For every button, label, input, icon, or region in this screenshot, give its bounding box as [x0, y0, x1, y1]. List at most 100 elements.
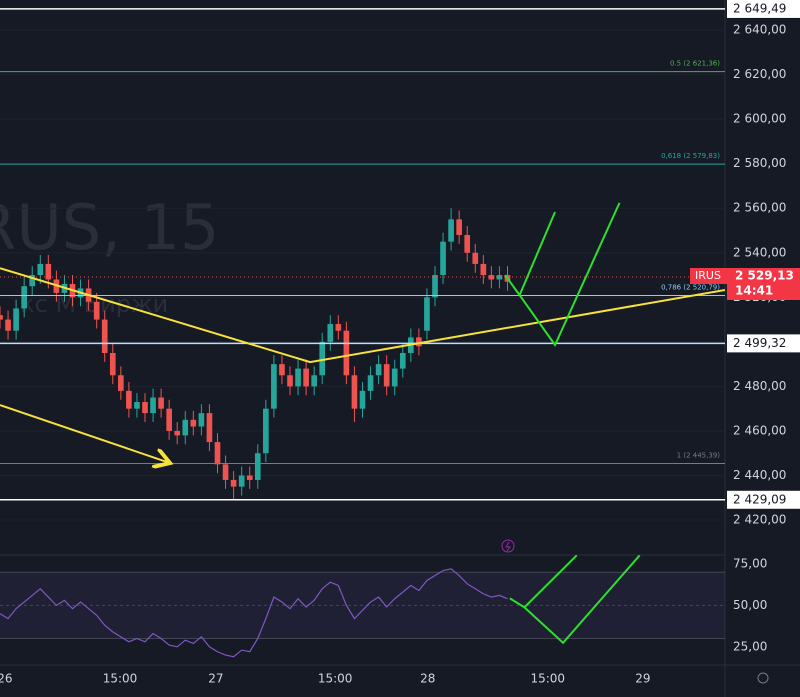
level-label: 2 499,32 [733, 336, 786, 350]
y-tick-label: 2 620,00 [733, 67, 786, 81]
candle-body [327, 324, 334, 342]
candle-body [343, 330, 350, 376]
price-pane: 0.5 (2 621,36) 0,618 (2 579,83) 0,786 (2 5… [0, 8, 725, 521]
x-tick-label: 26 [0, 672, 12, 686]
candle-body [198, 413, 205, 427]
candle-body [383, 364, 390, 387]
rsi-tick-label: 50,00 [733, 598, 767, 612]
event-icon-bolt [505, 541, 511, 552]
y-tick-label: 2 440,00 [733, 468, 786, 482]
candle-body [238, 475, 245, 487]
candle-body [311, 375, 317, 387]
candle-body [222, 464, 229, 480]
candle-body [456, 219, 462, 235]
candle-body [134, 401, 140, 409]
candle-body [351, 375, 358, 409]
candle-body [432, 275, 438, 298]
candle-body [440, 241, 446, 276]
candle-body [496, 275, 503, 280]
candle-body [29, 275, 36, 287]
candle-body [13, 308, 19, 331]
candle-body [214, 442, 221, 465]
candle-body [150, 397, 156, 414]
candle-body [37, 263, 44, 276]
candle-body [109, 352, 116, 376]
candle-body [271, 364, 277, 409]
x-tick-label: 27 [208, 672, 223, 686]
candle-body [319, 341, 326, 376]
candle-body [166, 408, 172, 431]
trendline [518, 202, 621, 347]
last-price-label: 2 529,13 [735, 268, 794, 282]
level-label-box [727, 490, 800, 509]
y-tick-label: 2 560,00 [733, 201, 786, 215]
candle-body [126, 390, 132, 409]
x-tick-label: 15:00 [103, 672, 138, 686]
trendline [0, 267, 725, 364]
candle-body [335, 324, 342, 331]
candle-body [416, 337, 422, 347]
candle-body [424, 297, 430, 331]
level-note: 0.5 (2 621,36) [670, 60, 720, 68]
settings-icon[interactable] [757, 672, 769, 684]
x-tick-label: 28 [420, 672, 435, 686]
y-tick-label: 2 580,00 [733, 156, 786, 170]
candle-body [263, 408, 269, 454]
event-icon[interactable] [501, 539, 515, 553]
last-price-box [727, 267, 800, 300]
candle-body [375, 364, 382, 376]
trendline [509, 555, 578, 609]
candle-body [45, 263, 52, 280]
candle-body [359, 390, 366, 409]
x-tick-label: 15:00 [318, 672, 353, 686]
candle-body [464, 234, 471, 253]
level-label: 2 649,49 [733, 1, 786, 15]
symbol-box [690, 267, 727, 284]
trendline [523, 555, 641, 645]
candle-body [472, 252, 479, 264]
candle-body [230, 479, 237, 487]
candle-body [190, 419, 197, 427]
rsi-tick-label: 75,00 [733, 556, 767, 570]
y-tick-label: 2 420,00 [733, 513, 786, 527]
candle-body [21, 286, 27, 309]
y-tick-label: 2 480,00 [733, 379, 786, 393]
trendline [504, 211, 556, 298]
candle-body [0, 315, 3, 320]
candle-body [480, 263, 487, 276]
candle-body [142, 401, 148, 414]
level-label-box [727, 334, 800, 353]
rsi-tick-label: 25,00 [733, 639, 767, 653]
countdown-label: 14:41 [735, 283, 773, 297]
trendline [0, 404, 170, 463]
watermark: IRUS, 15 [0, 191, 219, 264]
candle-body [182, 419, 189, 436]
level-note: 0,786 (2 520,79) [661, 284, 720, 292]
candle-body [174, 430, 181, 436]
x-tick-label: 15:00 [530, 672, 565, 686]
symbol-label: IRUS [695, 269, 721, 282]
candle-body [93, 301, 100, 320]
candle-body [367, 375, 374, 391]
candle-body [399, 352, 406, 369]
candle-body [303, 368, 309, 387]
candle-body [295, 368, 301, 387]
y-tick-label: 2 600,00 [733, 112, 786, 126]
level-label: 2 429,09 [733, 492, 786, 506]
candle-body [5, 319, 11, 331]
level-label-box [727, 0, 800, 18]
candle-body [279, 364, 285, 376]
candle-body [287, 375, 293, 387]
candle-body [254, 453, 261, 480]
candle-body [246, 475, 253, 480]
candle-body [158, 397, 164, 409]
candle-body [101, 319, 108, 353]
level-note: 1 (2 445,39) [677, 451, 721, 459]
y-tick-label: 2 460,00 [733, 423, 786, 437]
candle-body [488, 275, 495, 280]
level-note: 0,618 (2 579,83) [661, 152, 720, 160]
y-tick-label: 2 540,00 [733, 245, 786, 259]
